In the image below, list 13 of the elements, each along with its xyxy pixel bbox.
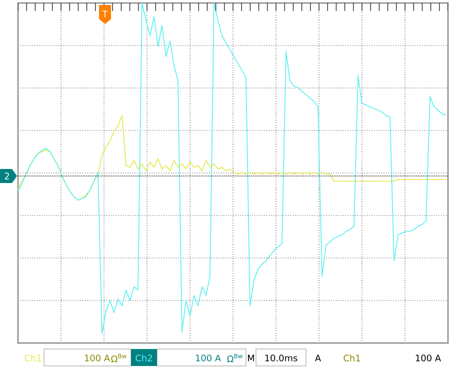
annotation: T xyxy=(102,10,108,18)
text: Ch2 xyxy=(136,354,152,362)
text: Ch1 xyxy=(24,354,41,362)
text: 10.0ms xyxy=(265,354,298,362)
text: Ch1 xyxy=(344,354,360,362)
text: A xyxy=(315,354,321,362)
text: 2 xyxy=(4,172,9,180)
text: 100 A xyxy=(416,354,441,362)
text: 100 A xyxy=(84,354,110,362)
text: Ω$^{Bw}$ xyxy=(111,354,126,362)
text: 100 A xyxy=(196,354,221,362)
text: Ω$^{Bw}$ xyxy=(227,354,242,362)
text: M xyxy=(248,354,254,362)
